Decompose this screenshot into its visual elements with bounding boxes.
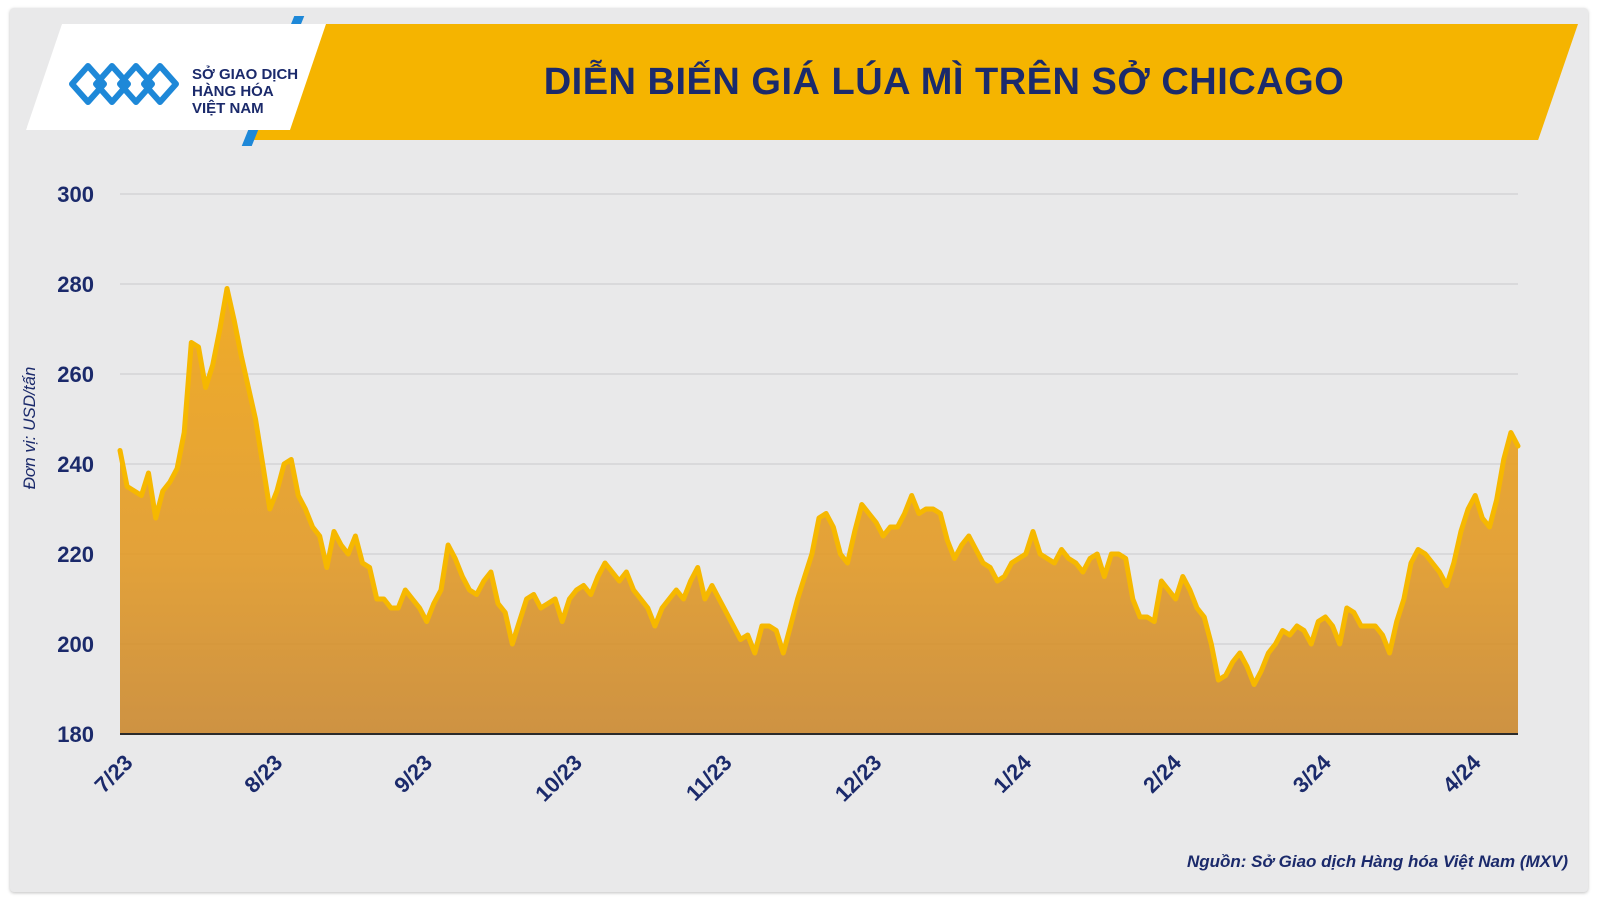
x-tick-label: 11/23 [681,750,737,806]
y-tick-label: 220 [57,542,94,567]
logo-card: SỞ GIAO DỊCH HÀNG HÓA VIỆT NAM [26,24,326,130]
y-tick-label: 300 [57,182,94,207]
x-tick-label: 5/24 [1587,749,1588,797]
y-tick-label: 260 [57,362,94,387]
title-banner: DIỄN BIẾN GIÁ LÚA MÌ TRÊN SỞ CHICAGO [250,24,1578,140]
page-title: DIỄN BIẾN GIÁ LÚA MÌ TRÊN SỞ CHICAGO [543,61,1345,103]
x-tick-label: 12/23 [830,750,887,807]
logo-text: SỞ GIAO DỊCH HÀNG HÓA VIỆT NAM [192,66,298,117]
x-tick-label: 4/24 [1438,749,1486,797]
price-area-fill [120,288,1518,734]
x-tick-label: 2/24 [1138,749,1186,797]
x-tick-label: 3/24 [1288,749,1336,797]
x-tick-label: 10/23 [530,750,587,807]
source-note: Nguồn: Sở Giao dịch Hàng hóa Việt Nam (M… [1186,852,1568,871]
y-tick-label: 180 [57,722,94,747]
y-tick-label: 280 [57,272,94,297]
logo-line-1: SỞ GIAO DỊCH [192,66,299,83]
mxv-logo-icon [69,63,179,105]
logo-line-2: HÀNG HÓA [192,83,274,100]
price-line [117,286,1521,687]
price-chart: 180 200 220 240 260 280 300 7/23 8/23 9/23 10/23 11… [57,182,1588,807]
logo-line-3: VIỆT NAM [192,100,264,117]
x-tick-label: 9/23 [389,750,437,798]
chart-frame: DIỄN BIẾN GIÁ LÚA MÌ TRÊN SỞ CHICAGO SỞ … [10,8,1588,892]
x-tick-label: 1/24 [988,749,1036,797]
y-tick-label: 240 [57,452,94,477]
x-tick-label: 7/23 [90,750,138,798]
x-tick-label: 8/23 [239,750,287,798]
y-tick-label: 200 [57,632,94,657]
